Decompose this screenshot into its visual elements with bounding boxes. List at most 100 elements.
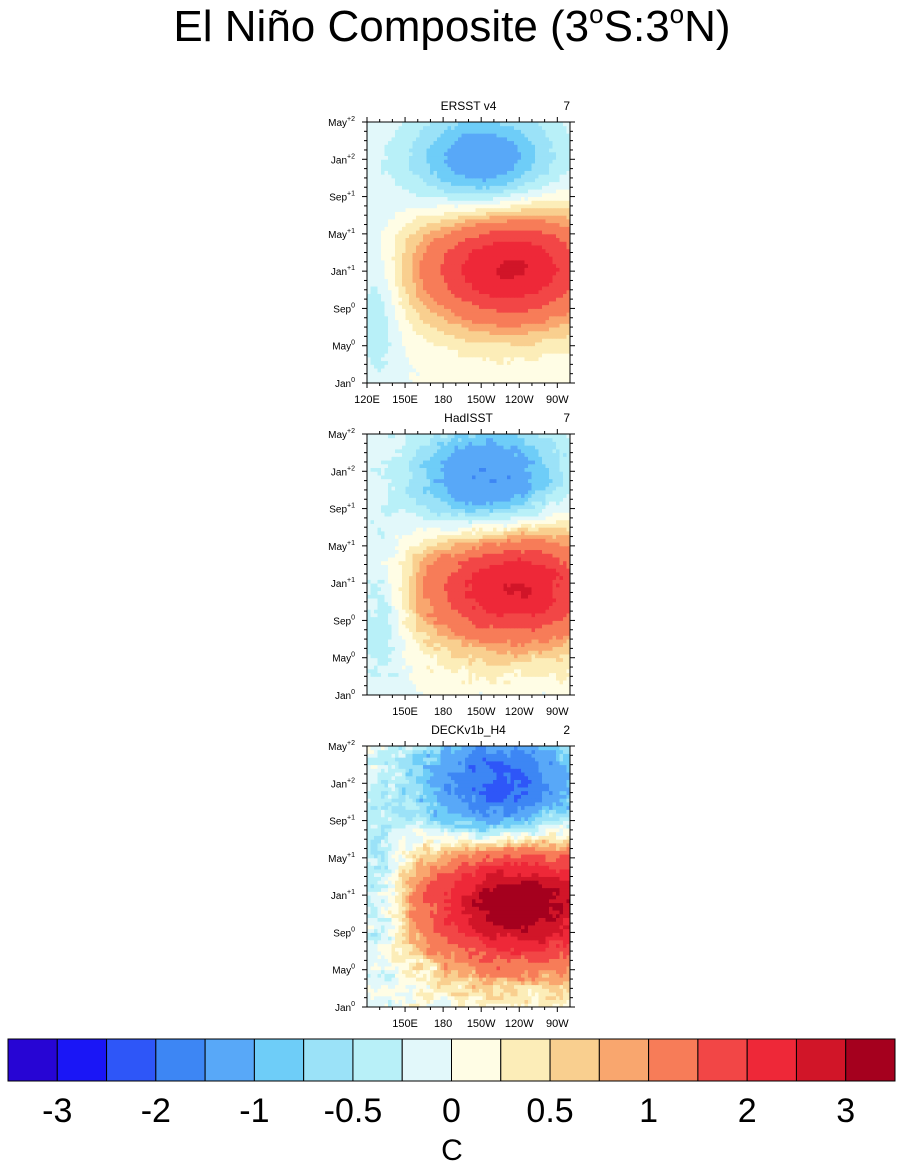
heatmap-cell bbox=[371, 286, 375, 290]
heatmap-cell bbox=[518, 197, 522, 201]
heatmap-cell bbox=[395, 122, 399, 126]
heatmap-cell bbox=[458, 249, 462, 253]
heatmap-cell bbox=[490, 256, 494, 260]
heatmap-cell bbox=[413, 197, 417, 201]
heatmap-cell bbox=[521, 665, 525, 669]
heatmap-cell bbox=[423, 353, 427, 357]
heatmap-cell bbox=[451, 256, 455, 260]
heatmap-cell bbox=[553, 260, 557, 264]
heatmap-cell bbox=[381, 256, 385, 260]
heatmap-cell bbox=[549, 661, 553, 665]
heatmap-cell bbox=[458, 253, 462, 257]
heatmap-cell bbox=[458, 684, 462, 688]
heatmap-cell bbox=[486, 264, 490, 268]
heatmap-cell bbox=[542, 327, 546, 331]
heatmap-cell bbox=[448, 204, 452, 208]
heatmap-cell bbox=[385, 141, 389, 145]
heatmap-cell bbox=[535, 200, 539, 204]
heatmap-cell bbox=[469, 335, 473, 339]
heatmap-cell bbox=[511, 167, 515, 171]
heatmap-cell bbox=[504, 256, 508, 260]
heatmap-cell bbox=[416, 137, 420, 141]
heatmap-cell bbox=[444, 219, 448, 223]
heatmap-cell bbox=[416, 148, 420, 152]
heatmap-cell bbox=[409, 650, 413, 654]
heatmap-cell bbox=[560, 156, 564, 160]
heatmap-cell bbox=[458, 650, 462, 654]
heatmap-cell bbox=[465, 673, 469, 677]
heatmap-cell bbox=[525, 680, 529, 684]
heatmap-cell bbox=[479, 275, 483, 279]
heatmap-cell bbox=[409, 275, 413, 279]
heatmap-cell bbox=[553, 353, 557, 357]
heatmap-cell bbox=[476, 643, 480, 647]
heatmap-cell bbox=[479, 647, 483, 651]
heatmap-cell bbox=[367, 238, 371, 242]
heatmap-cell bbox=[528, 320, 532, 324]
heatmap-cell bbox=[511, 673, 515, 677]
heatmap-cell bbox=[549, 308, 553, 312]
heatmap-cell bbox=[549, 152, 553, 156]
heatmap-cell bbox=[542, 361, 546, 365]
heatmap-cell bbox=[371, 338, 375, 342]
heatmap-cell bbox=[385, 294, 389, 298]
heatmap-cell bbox=[518, 159, 522, 163]
heatmap-cell bbox=[556, 305, 560, 309]
heatmap-cell bbox=[511, 346, 515, 350]
heatmap-cell bbox=[388, 361, 392, 365]
heatmap-cell bbox=[469, 267, 473, 271]
heatmap-cell bbox=[465, 647, 469, 651]
heatmap-cell bbox=[444, 665, 448, 669]
heatmap-cell bbox=[521, 230, 525, 234]
heatmap-cell bbox=[441, 238, 445, 242]
heatmap-cell bbox=[437, 204, 441, 208]
heatmap-cell bbox=[553, 376, 557, 380]
heatmap-cell bbox=[518, 335, 522, 339]
heatmap-cell bbox=[409, 294, 413, 298]
heatmap-cell bbox=[388, 349, 392, 353]
heatmap-cell bbox=[437, 676, 441, 680]
heatmap-cell bbox=[399, 368, 403, 372]
heatmap-cell bbox=[455, 211, 459, 215]
heatmap-cell bbox=[472, 189, 476, 193]
heatmap-cell bbox=[437, 200, 441, 204]
heatmap-cell bbox=[427, 647, 431, 651]
heatmap-cell bbox=[455, 665, 459, 669]
heatmap-cell bbox=[563, 256, 567, 260]
heatmap-cell bbox=[416, 654, 420, 658]
heatmap-cell bbox=[434, 148, 438, 152]
heatmap-cell bbox=[434, 282, 438, 286]
heatmap-cell bbox=[469, 223, 473, 227]
heatmap-cell bbox=[402, 122, 406, 126]
heatmap-cell bbox=[514, 133, 518, 137]
heatmap-cell bbox=[486, 170, 490, 174]
heatmap-cell bbox=[479, 241, 483, 245]
heatmap-cell bbox=[409, 241, 413, 245]
heatmap-cell bbox=[423, 364, 427, 368]
heatmap-cell bbox=[539, 226, 543, 230]
heatmap-cell bbox=[553, 204, 557, 208]
heatmap-cell bbox=[465, 264, 469, 268]
heatmap-cell bbox=[430, 200, 434, 204]
heatmap-cell bbox=[560, 163, 564, 167]
heatmap-cell bbox=[497, 654, 501, 658]
heatmap-cell bbox=[455, 170, 459, 174]
heatmap-cell bbox=[514, 279, 518, 283]
heatmap-cell bbox=[479, 320, 483, 324]
heatmap-cell bbox=[553, 193, 557, 197]
heatmap-cell bbox=[437, 133, 441, 137]
heatmap-cell bbox=[518, 673, 522, 677]
heatmap-cell bbox=[507, 282, 511, 286]
heatmap-cell bbox=[371, 152, 375, 156]
heatmap-cell bbox=[395, 661, 399, 665]
heatmap-cell bbox=[462, 144, 466, 148]
heatmap-cell bbox=[381, 167, 385, 171]
heatmap-cell bbox=[556, 189, 560, 193]
heatmap-cell bbox=[455, 174, 459, 178]
heatmap-cell bbox=[402, 182, 406, 186]
heatmap-cell bbox=[486, 156, 490, 160]
heatmap-cell bbox=[472, 346, 476, 350]
heatmap-cell bbox=[479, 189, 483, 193]
heatmap-cell bbox=[479, 308, 483, 312]
heatmap-cell bbox=[500, 669, 504, 673]
